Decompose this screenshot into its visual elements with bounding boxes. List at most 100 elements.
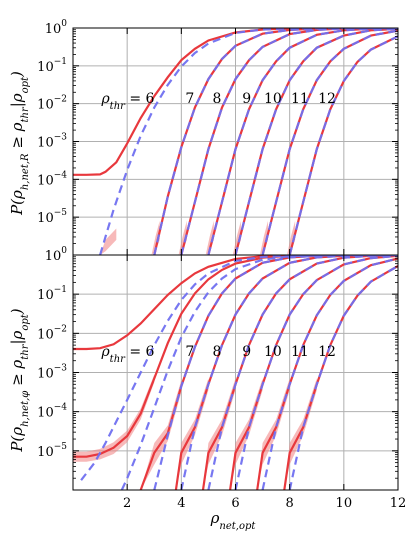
threshold-label-value: = 6 [125, 344, 155, 360]
y-tick-base: 10 [37, 445, 54, 460]
y-tick-base: 10 [37, 136, 54, 151]
threshold-label-value: = 6 [125, 91, 155, 107]
confidence-band [232, 220, 241, 255]
bottom-y-axis-label-sub2: thr [20, 343, 31, 359]
series-line-solid [283, 265, 398, 490]
y-tick-exponent: −3 [54, 133, 68, 143]
bottom-y-axis-label-sub3: opt [20, 313, 31, 330]
confidence-band [178, 220, 187, 255]
bottom-y-axis-label-pre: P(ρ [8, 427, 26, 453]
series-line-dashed [261, 29, 398, 255]
y-tick-base: 10 [37, 173, 54, 188]
bottom-y-axis-label-sub1b: φ [20, 391, 31, 398]
x-tick-label: 4 [177, 496, 185, 511]
y-tick-label: 10−1 [37, 57, 67, 75]
threshold-label: 10 [264, 91, 282, 107]
top-y-axis-label-sub2: thr [20, 106, 31, 122]
y-tick-exponent: 0 [61, 246, 67, 256]
confidence-band [205, 220, 214, 255]
threshold-label: 12 [318, 91, 336, 107]
threshold-label-rho: ρ [100, 344, 110, 360]
top-y-axis-label-sub3: opt [20, 76, 31, 93]
x-tick-label: 8 [286, 496, 294, 511]
x-tick-label: 12 [390, 496, 407, 511]
threshold-label-sub: thr [110, 100, 126, 111]
y-tick-base: 10 [37, 327, 54, 342]
y-tick-base: 10 [45, 22, 62, 37]
series-line-dashed [207, 28, 398, 255]
x-axis-label-sub: net,opt [219, 521, 256, 532]
y-tick-label: 10−2 [37, 95, 67, 113]
threshold-label-rho: ρ [100, 91, 110, 107]
threshold-label-6: ρthr = 6 [100, 91, 154, 112]
y-tick-exponent: −4 [54, 170, 68, 180]
y-tick-label: 100 [45, 246, 68, 264]
confidence-band [151, 220, 160, 255]
threshold-label: 11 [291, 344, 309, 360]
top-y-axis-label-post: ) [8, 71, 26, 78]
y-tick-label: 10−4 [37, 170, 67, 188]
series-line-solid [73, 28, 398, 176]
series-line-dashed [288, 35, 398, 255]
y-tick-label: 10−1 [37, 285, 67, 303]
threshold-label: 11 [291, 91, 309, 107]
plot-area [73, 255, 398, 490]
y-tick-label: 10−4 [37, 403, 67, 421]
threshold-label-6: ρthr = 6 [100, 344, 154, 365]
y-tick-base: 10 [37, 406, 54, 421]
y-tick-base: 10 [45, 249, 62, 264]
threshold-label: 7 [185, 91, 194, 107]
threshold-label: 8 [212, 344, 221, 360]
series-line-dashed [207, 255, 398, 490]
top-y-axis-label-sub1: h,net, [20, 161, 31, 190]
x-tick-label: 6 [231, 496, 239, 511]
series-line-dashed [180, 255, 398, 490]
y-tick-base: 10 [37, 288, 54, 303]
top-y-axis-label: P(ρh,net,R ≥ ρthr|ρopt) [8, 71, 31, 216]
threshold-annotations: ρthr = 6 7 8 9 10 11 12 [100, 344, 335, 365]
y-tick-label: 100 [45, 19, 68, 37]
bottom-y-axis-label-sub1: h,net, [20, 398, 31, 427]
y-tick-exponent: −1 [54, 57, 67, 67]
x-axis-label-pre: ρ [210, 509, 220, 527]
y-tick-exponent: 0 [61, 19, 67, 29]
threshold-label: 12 [318, 344, 336, 360]
series-line-dashed [153, 255, 398, 490]
series-line-solid [73, 255, 398, 458]
threshold-label: 8 [212, 91, 221, 107]
y-tick-base: 10 [37, 367, 54, 382]
y-tick-base: 10 [37, 98, 54, 113]
threshold-label: 9 [242, 344, 251, 360]
top-y-axis-label-sub1b: R [20, 153, 31, 162]
y-tick-exponent: −5 [54, 442, 68, 452]
series-line-dashed [234, 28, 398, 255]
top-y-axis-label-pre: P(ρ [8, 190, 26, 216]
y-tick-label: 10−5 [37, 208, 67, 226]
series-line-solid [261, 29, 398, 255]
threshold-label: 7 [185, 344, 194, 360]
threshold-annotations: ρthr = 6 7 8 9 10 11 12 [100, 91, 335, 112]
x-ticks [126, 28, 345, 255]
series-line-dashed [261, 257, 398, 490]
threshold-label-sub: thr [110, 353, 126, 364]
y-tick-base: 10 [37, 60, 54, 75]
top-y-axis-label-mid2: |ρ [8, 93, 26, 107]
threshold-label: 9 [242, 91, 251, 107]
y-tick-label: 10−5 [37, 442, 67, 460]
bottom-y-axis-label-mid: ≥ ρ [8, 360, 26, 391]
x-axis-label: ρnet,opt [210, 509, 257, 532]
series-line-dashed [80, 255, 398, 481]
x-tick-label: 10 [336, 496, 353, 511]
series-line-dashed [120, 255, 398, 490]
series-line-dashed [180, 28, 398, 255]
y-tick-label: 10−3 [37, 133, 67, 151]
y-tick-exponent: −2 [54, 324, 67, 334]
confidence-band [259, 220, 268, 255]
top-y-axis-label-mid: ≥ ρ [8, 122, 26, 153]
series-line-dashed [99, 28, 398, 255]
